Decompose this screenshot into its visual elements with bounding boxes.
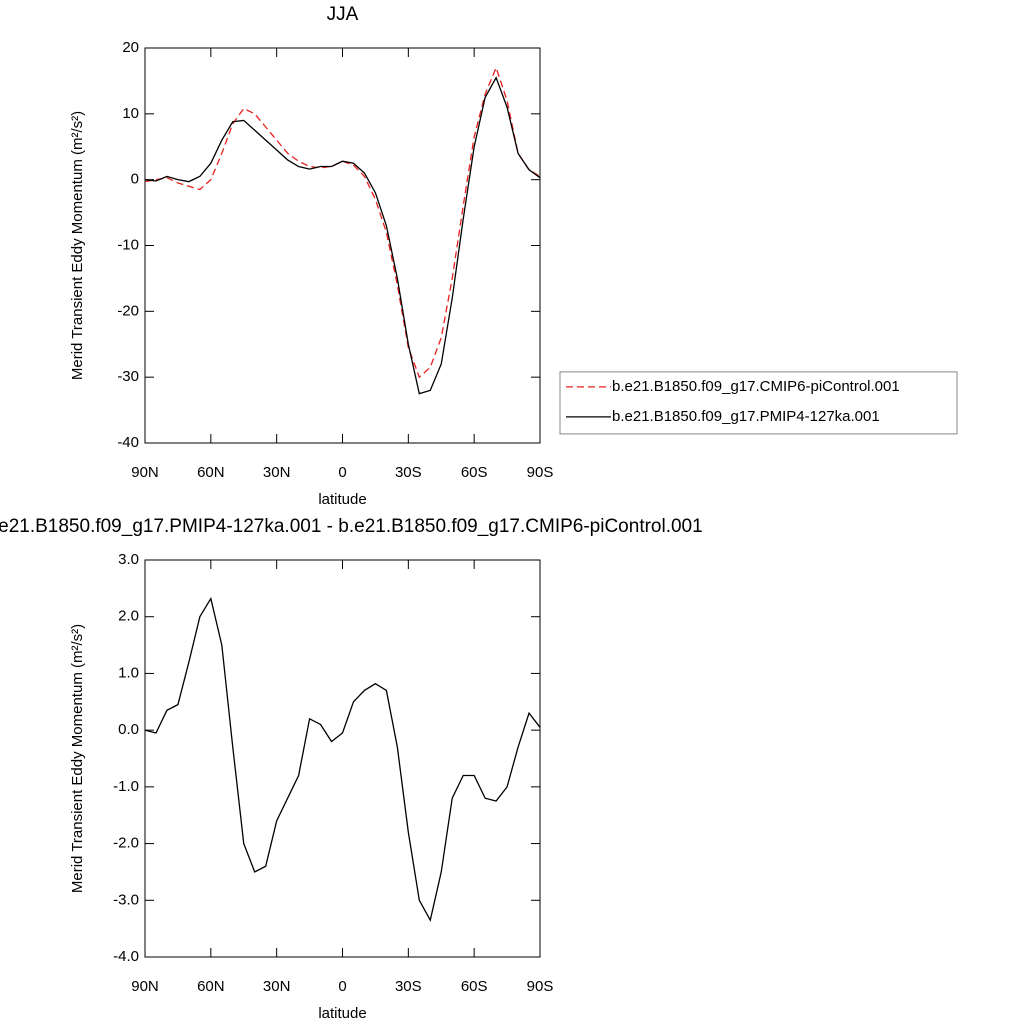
data-line (144, 76, 541, 395)
legend-label: b.e21.B1850.f09_g17.CMIP6-piControl.001 (612, 378, 900, 395)
x-tick-label: 0 (338, 464, 346, 481)
x-tick-label: 90N (131, 464, 159, 481)
x-tick-label: 60N (197, 978, 225, 995)
y-tick-label: -2.0 (113, 835, 139, 852)
x-tick-label: 60S (461, 464, 488, 481)
y-tick-label: 1.0 (118, 664, 139, 681)
y-tick-label: -3.0 (113, 891, 139, 908)
x-tick-label: 60N (197, 464, 225, 481)
y-tick-label: -1.0 (113, 778, 139, 795)
x-tick-label: 90S (527, 464, 554, 481)
x-tick-label: 90S (527, 978, 554, 995)
x-axis-label: latitude (318, 1005, 366, 1022)
x-tick-label: 60S (461, 978, 488, 995)
legend-label: b.e21.B1850.f09_g17.PMIP4-127ka.001 (612, 408, 880, 425)
x-tick-label: 30N (263, 978, 291, 995)
x-tick-label: 0 (338, 978, 346, 995)
chart-title: JJA (327, 4, 359, 25)
chart-title: b.e21.B1850.f09_g17.PMIP4-127ka.001 - b.… (0, 516, 703, 537)
y-tick-label: 20 (122, 39, 139, 56)
data-line (144, 65, 541, 379)
y-tick-label: -30 (117, 368, 139, 385)
y-tick-label: -20 (117, 302, 139, 319)
plot-frame (144, 47, 541, 444)
x-axis-label: latitude (318, 491, 366, 508)
y-tick-label: -40 (117, 434, 139, 451)
y-axis-label: Merid Transient Eddy Momentum (m²/s²) (69, 111, 86, 380)
data-line (144, 596, 541, 922)
y-tick-label: 3.0 (118, 551, 139, 568)
x-tick-label: 30N (263, 464, 291, 481)
y-tick-label: 2.0 (118, 608, 139, 625)
legend-box (559, 371, 958, 435)
y-tick-label: -4.0 (113, 948, 139, 965)
plot-frame (144, 559, 541, 958)
y-tick-label: 0.0 (118, 721, 139, 738)
y-tick-label: 0 (131, 171, 139, 188)
x-tick-label: 30S (395, 978, 422, 995)
x-tick-label: 90N (131, 978, 159, 995)
y-tick-label: -10 (117, 236, 139, 253)
x-tick-label: 30S (395, 464, 422, 481)
y-tick-label: 10 (122, 105, 139, 122)
y-axis-label: Merid Transient Eddy Momentum (m²/s²) (69, 624, 86, 893)
